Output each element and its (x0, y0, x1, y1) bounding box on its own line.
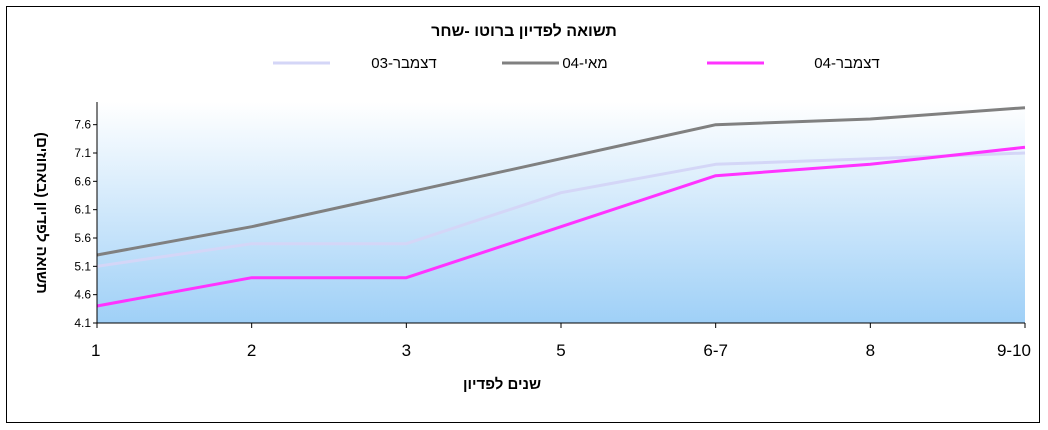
chart-title: תשואה לפדיון ברוטו -שחר (431, 22, 617, 40)
legend-label-2: מאי-04 (562, 55, 607, 72)
x-tick-label: 1 (91, 341, 100, 360)
series-layer (96, 106, 1026, 308)
chart-frame: תשואה לפדיון ברוטו -שחר דצמבר-03 מאי-04 דצ… (6, 6, 1040, 423)
y-tick-label: 5.6 (74, 231, 91, 245)
x-tick-label: 3 (402, 341, 411, 360)
y-tick-label: 7.1 (74, 146, 91, 160)
x-tick-label: 6-7 (703, 341, 728, 360)
series-line-2 (96, 106, 1026, 257)
y-tick-label: 5.1 (74, 259, 91, 273)
legend-label-3: דצמבר-04 (814, 55, 879, 72)
y-axis-title: תשואה לפדיון (באחוזים) (33, 132, 50, 294)
line-chart: תשואה לפדיון ברוטו -שחר דצמבר-03 מאי-04 דצ… (33, 22, 1031, 393)
legend-label-1: דצמבר-03 (371, 55, 436, 72)
series-line-3 (96, 145, 1026, 308)
y-tick-label: 6.1 (74, 203, 91, 217)
axes: 4.1 4.6 5.1 5.6 6.1 6.6 7.1 7.6 1 2 3 5 6-7 8 9-10 (74, 102, 1031, 360)
legend: דצמבר-03 מאי-04 דצמבר-04 (273, 55, 880, 72)
plot-area (97, 102, 1025, 323)
y-tick-label: 6.6 (74, 174, 91, 188)
y-tick-label: 7.6 (74, 118, 91, 132)
x-tick-label: 2 (247, 341, 256, 360)
y-tick-label: 4.1 (74, 316, 91, 330)
x-tick-label: 8 (866, 341, 875, 360)
x-axis-title: שנים לפדיון (463, 376, 541, 393)
y-tick-label: 4.6 (74, 288, 91, 302)
series-line-1 (96, 151, 1026, 268)
x-tick-label: 9-10 (997, 341, 1031, 360)
x-tick-label: 5 (556, 341, 565, 360)
